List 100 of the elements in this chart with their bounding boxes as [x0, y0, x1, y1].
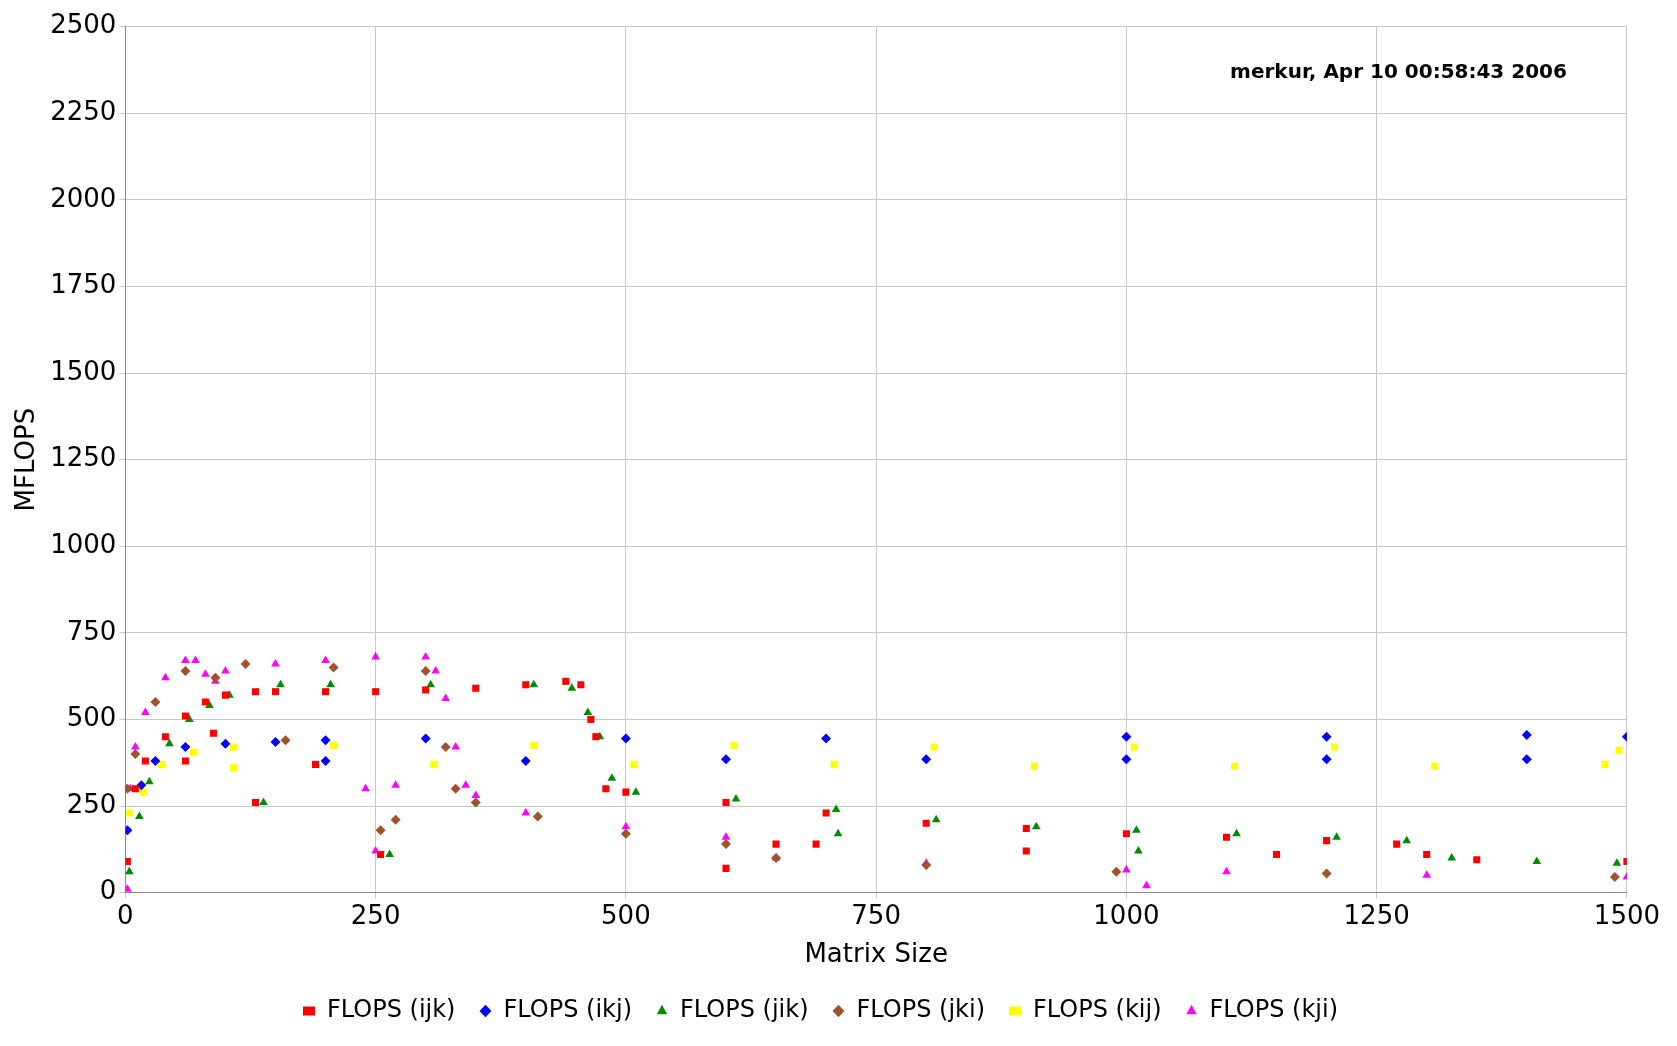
point	[631, 787, 641, 795]
point	[1031, 821, 1041, 830]
point	[440, 742, 451, 753]
point	[180, 742, 191, 753]
point	[831, 804, 841, 812]
point	[391, 780, 400, 788]
point	[720, 839, 731, 850]
point	[259, 797, 268, 806]
point	[583, 707, 593, 715]
point	[922, 819, 930, 827]
point	[209, 729, 217, 737]
point	[125, 857, 131, 865]
x-tick-label: 1250	[1343, 899, 1410, 930]
point	[921, 754, 932, 765]
point	[1532, 856, 1542, 864]
point	[722, 864, 730, 872]
point	[375, 825, 386, 836]
point	[422, 686, 430, 694]
point	[1609, 872, 1620, 883]
point	[320, 755, 331, 766]
point	[1130, 743, 1138, 751]
point	[530, 741, 538, 749]
point	[312, 760, 320, 768]
point	[1022, 847, 1030, 855]
point	[1030, 762, 1038, 770]
point	[1222, 833, 1231, 841]
legend-label: FLOPS (jki)	[856, 995, 986, 1024]
point	[592, 733, 600, 741]
point	[620, 828, 631, 839]
point	[529, 679, 539, 688]
point	[1122, 830, 1130, 838]
point	[731, 794, 741, 802]
point	[221, 691, 230, 699]
point	[930, 743, 938, 751]
y-axis-title: MFLOPS	[10, 407, 41, 512]
point	[431, 665, 441, 674]
point	[830, 760, 838, 768]
point	[125, 884, 132, 892]
point	[720, 754, 731, 765]
point	[1321, 868, 1332, 879]
point	[1612, 858, 1622, 866]
point	[150, 755, 161, 766]
point	[372, 688, 380, 696]
point	[251, 688, 260, 696]
point	[1521, 754, 1532, 765]
point	[577, 681, 585, 689]
legend-label: FLOPS (jik)	[679, 995, 809, 1024]
point	[141, 757, 149, 765]
point	[210, 672, 221, 683]
y-tick-label: 750	[66, 615, 117, 646]
point	[470, 797, 481, 808]
point	[1121, 731, 1132, 742]
point	[622, 788, 630, 796]
point	[451, 742, 461, 750]
legend-label: FLOPS (ijk)	[326, 995, 456, 1024]
x-tick-label: 250	[350, 899, 401, 930]
point	[1422, 870, 1432, 878]
point	[730, 741, 738, 749]
x-tick-label: 1500	[1593, 899, 1660, 930]
point	[1323, 837, 1331, 845]
point	[441, 693, 451, 702]
point	[220, 738, 231, 749]
point	[330, 741, 338, 749]
point	[139, 788, 147, 796]
point	[472, 684, 480, 692]
point	[1321, 754, 1332, 765]
point	[181, 655, 190, 664]
y-tick-label: 2250	[50, 95, 117, 126]
point	[1121, 754, 1132, 765]
point	[180, 665, 191, 676]
point	[328, 662, 339, 673]
point	[521, 807, 531, 816]
point	[1431, 762, 1439, 770]
point	[251, 799, 260, 807]
point	[321, 655, 330, 664]
point	[135, 811, 144, 819]
point	[721, 832, 731, 840]
point	[1321, 731, 1332, 742]
y-tick-label: 2000	[50, 182, 117, 213]
point	[921, 859, 932, 870]
point	[621, 821, 631, 830]
point	[812, 840, 820, 848]
point	[420, 665, 431, 676]
point	[722, 799, 730, 807]
point	[1134, 846, 1143, 854]
point	[1402, 835, 1412, 844]
point	[931, 814, 941, 823]
y-tick-label: 250	[66, 788, 117, 819]
point	[271, 658, 280, 667]
point	[271, 688, 280, 696]
point	[1111, 866, 1122, 877]
point	[420, 733, 431, 744]
x-axis-title: Matrix Size	[804, 938, 948, 969]
y-tick-label: 0	[99, 875, 117, 906]
point	[191, 655, 200, 664]
point	[390, 814, 401, 825]
point	[181, 757, 189, 765]
point	[322, 688, 330, 696]
point	[326, 679, 335, 688]
point	[270, 736, 281, 747]
